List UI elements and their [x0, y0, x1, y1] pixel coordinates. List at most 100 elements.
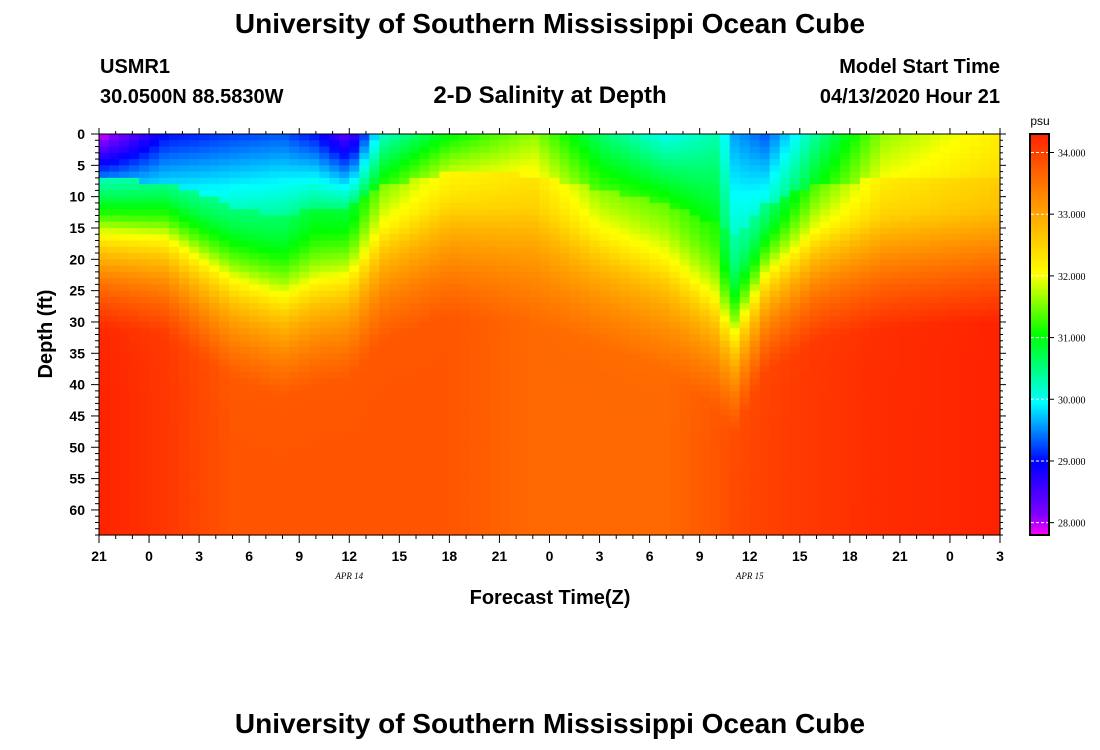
heatmap-cell — [129, 284, 140, 292]
heatmap-cell — [719, 453, 731, 461]
heatmap-cell — [639, 134, 651, 141]
heatmap-cell — [99, 146, 110, 154]
heatmap-cell — [289, 347, 300, 354]
heatmap-cell — [829, 415, 841, 423]
heatmap-cell — [159, 303, 170, 311]
heatmap-cell — [599, 146, 611, 154]
heatmap-cell — [689, 209, 701, 217]
heatmap-cell — [159, 509, 170, 517]
heatmap-cell — [869, 165, 881, 173]
heatmap-cell — [719, 309, 731, 317]
heatmap-cell — [399, 378, 410, 386]
heatmap-cell — [729, 315, 741, 323]
heatmap-cell — [599, 221, 611, 229]
heatmap-cell — [509, 240, 521, 248]
heatmap-cell — [769, 397, 781, 405]
heatmap-cell — [469, 359, 481, 367]
heatmap-cell — [359, 165, 370, 173]
heatmap-cell — [739, 478, 751, 486]
heatmap-cell — [859, 171, 871, 179]
heatmap-cell — [619, 509, 631, 517]
heatmap-cell — [349, 503, 360, 511]
heatmap-cell — [339, 296, 350, 304]
heatmap-cell — [529, 215, 541, 223]
heatmap-cell — [239, 190, 250, 198]
heatmap-cell — [869, 134, 881, 141]
heatmap-cell — [479, 428, 491, 436]
heatmap-cell — [579, 215, 591, 223]
heatmap-cell — [769, 328, 781, 336]
heatmap-cell — [799, 378, 811, 386]
heatmap-cell — [549, 359, 561, 367]
heatmap-cell — [779, 441, 791, 448]
heatmap-cell — [409, 146, 420, 154]
heatmap-cell — [169, 434, 180, 442]
heatmap-cell — [229, 202, 240, 210]
heatmap-cell — [469, 472, 481, 480]
heatmap-cell — [249, 209, 260, 217]
heatmap-cell — [269, 296, 280, 304]
heatmap-cell — [429, 321, 440, 329]
heatmap-cell — [459, 190, 471, 198]
heatmap-cell — [509, 478, 521, 486]
heatmap-cell — [149, 365, 160, 373]
heatmap-cell — [709, 522, 721, 530]
heatmap-cell — [669, 491, 681, 499]
heatmap-cell — [199, 240, 210, 248]
heatmap-cell — [319, 171, 330, 179]
heatmap-cell — [819, 415, 831, 423]
heatmap-cell — [319, 340, 330, 348]
heatmap-cell — [839, 315, 851, 323]
heatmap-cell — [669, 478, 681, 486]
heatmap-cell — [449, 422, 460, 430]
heatmap-cell — [579, 265, 591, 273]
heatmap-cell — [539, 409, 551, 417]
heatmap-cell — [709, 428, 721, 436]
heatmap-cell — [289, 497, 300, 505]
heatmap-cell — [559, 315, 571, 323]
heatmap-cell — [589, 146, 601, 154]
heatmap-cell — [849, 466, 861, 473]
heatmap-cell — [779, 409, 791, 417]
heatmap-cell — [319, 315, 330, 323]
heatmap-cell — [329, 378, 340, 386]
heatmap-cell — [619, 215, 631, 223]
heatmap-cell — [799, 447, 811, 455]
heatmap-cell — [139, 328, 150, 336]
heatmap-cell — [129, 459, 140, 467]
heatmap-cell — [479, 422, 491, 430]
heatmap-cell — [499, 146, 511, 154]
heatmap-cell — [129, 516, 140, 524]
heatmap-cell — [229, 253, 240, 260]
heatmap-cell — [279, 190, 290, 198]
heatmap-cell — [869, 422, 881, 430]
heatmap-cell — [209, 284, 220, 292]
heatmap-cell — [669, 134, 681, 141]
heatmap-cell — [679, 434, 691, 442]
heatmap-cell — [109, 478, 120, 486]
heatmap-cell — [199, 271, 210, 279]
heatmap-cell — [759, 246, 771, 254]
heatmap-cell — [819, 177, 831, 185]
heatmap-cell — [589, 516, 601, 524]
heatmap-cell — [799, 309, 811, 317]
heatmap-cell — [459, 478, 471, 486]
heatmap-cell — [599, 259, 611, 267]
heatmap-cell — [329, 271, 340, 279]
heatmap-cell — [449, 397, 460, 405]
heatmap-cell — [779, 227, 791, 235]
heatmap-cell — [519, 340, 531, 348]
heatmap-cell — [809, 503, 821, 511]
heatmap-cell — [539, 165, 551, 173]
heatmap-cell — [599, 397, 611, 405]
heatmap-cell — [299, 422, 310, 430]
heatmap-cell — [549, 134, 561, 141]
heatmap-cell — [479, 328, 491, 336]
heatmap-cell — [769, 447, 781, 455]
heatmap-cell — [539, 240, 551, 248]
heatmap-cell — [479, 497, 491, 505]
heatmap-cell — [419, 359, 430, 367]
heatmap-cell — [169, 171, 180, 179]
heatmap-cell — [159, 522, 170, 530]
heatmap-cell — [719, 466, 731, 473]
